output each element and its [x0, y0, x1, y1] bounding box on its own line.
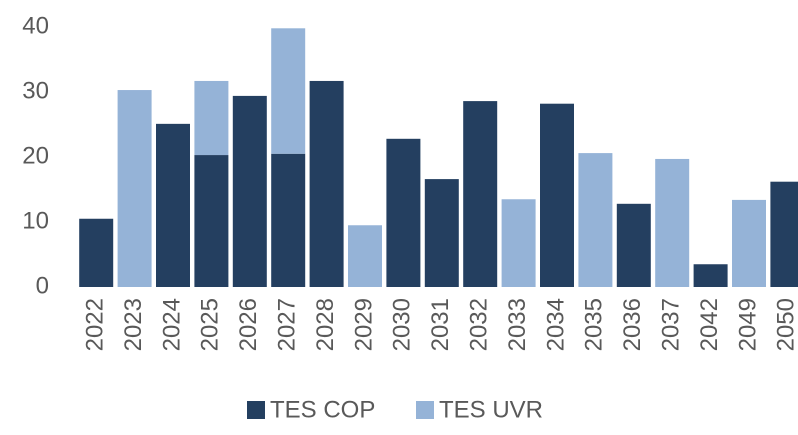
y-tick-label: 20 — [22, 142, 49, 169]
x-tick-label: 2033 — [504, 298, 531, 351]
bar-segment — [117, 90, 152, 287]
bar-segment — [770, 181, 798, 287]
x-tick-label: 2024 — [158, 298, 185, 351]
x-tick-label: 2032 — [466, 298, 493, 351]
x-tick-label: 2028 — [312, 298, 339, 351]
y-tick-label: 30 — [22, 77, 49, 104]
bar-segment — [348, 225, 382, 287]
x-tick-label: 2026 — [235, 298, 262, 351]
x-tick-label: 2023 — [120, 298, 147, 351]
bar-segment — [424, 179, 459, 287]
bar-segment — [655, 158, 690, 287]
x-tick-label: 2031 — [427, 298, 454, 351]
bar-segment — [693, 264, 728, 287]
y-tick-label: 0 — [36, 272, 49, 299]
bar-segment — [194, 155, 229, 287]
y-tick-label: 40 — [22, 12, 49, 39]
x-tick-label: 2027 — [274, 298, 301, 351]
x-tick-label: 2036 — [619, 298, 646, 351]
x-tick-label: 2037 — [658, 298, 685, 351]
x-tick-label: 2034 — [542, 298, 569, 351]
bar-segment — [616, 203, 651, 287]
bar-segment — [463, 101, 498, 287]
x-tick-label: 2050 — [773, 298, 798, 351]
x-tick-label: 2022 — [82, 298, 109, 351]
bar-segment — [156, 123, 190, 287]
x-tick-label: 2029 — [350, 298, 377, 351]
bar-segment — [386, 138, 421, 287]
bar-segment — [578, 153, 613, 287]
x-tick-label: 2030 — [389, 298, 416, 351]
bar-segment — [79, 218, 114, 287]
x-tick-label: 2049 — [734, 298, 761, 351]
y-tick-label: 10 — [22, 207, 49, 234]
x-tick-label: 2042 — [696, 298, 723, 351]
bar-segment — [540, 103, 574, 287]
legend-label: TES COP — [270, 396, 375, 423]
bar-segment — [271, 28, 306, 154]
legend-label: TES UVR — [439, 396, 543, 423]
bar-segment — [194, 80, 229, 156]
bar-segment — [309, 80, 344, 287]
bar-segment — [501, 199, 536, 287]
x-tick-label: 2025 — [197, 298, 224, 351]
legend-swatch — [416, 401, 434, 419]
bar-segment — [232, 95, 267, 288]
x-tick-label: 2035 — [581, 298, 608, 351]
bar-segment — [732, 199, 766, 287]
bar-segment — [271, 153, 306, 287]
legend-swatch — [247, 401, 265, 419]
